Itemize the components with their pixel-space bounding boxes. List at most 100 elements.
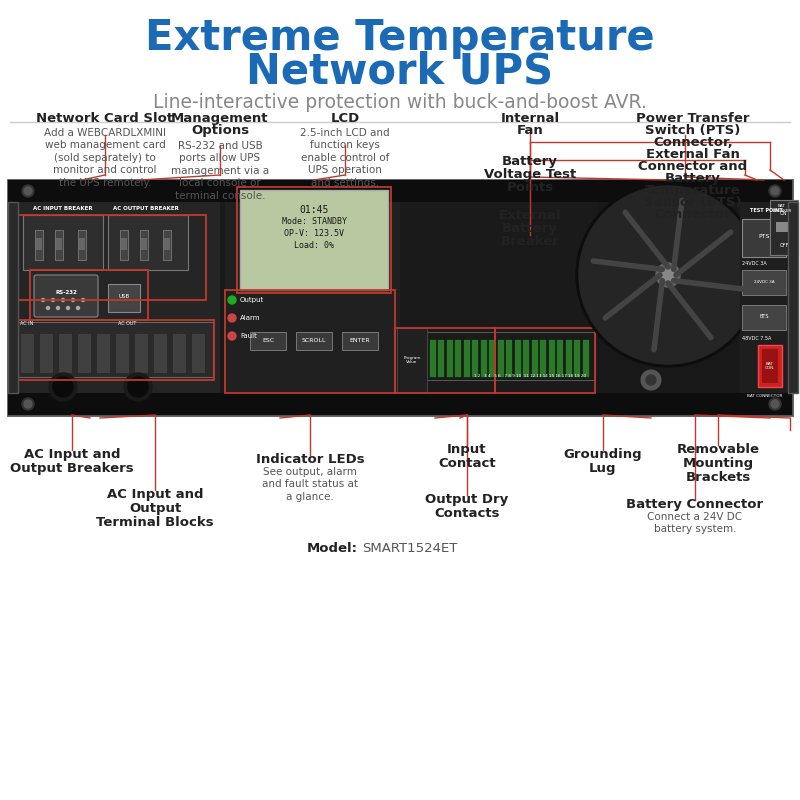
Text: AC INPUT BREAKER: AC INPUT BREAKER bbox=[33, 206, 93, 211]
Text: OFF: OFF bbox=[779, 243, 789, 248]
Text: Mounting: Mounting bbox=[682, 457, 754, 470]
Text: 48VDC 7.5A: 48VDC 7.5A bbox=[742, 336, 771, 341]
Bar bbox=[598, 202, 738, 393]
Text: Network UPS: Network UPS bbox=[246, 51, 554, 93]
Bar bbox=[395, 328, 495, 393]
Text: Connector and: Connector and bbox=[638, 160, 747, 173]
Bar bbox=[164, 238, 170, 250]
Text: Model:: Model: bbox=[307, 542, 358, 554]
Bar bbox=[163, 230, 171, 260]
Text: PTS: PTS bbox=[758, 234, 770, 239]
Bar bbox=[23, 215, 103, 270]
Circle shape bbox=[66, 306, 70, 310]
Bar bbox=[78, 230, 86, 260]
Bar bbox=[225, 290, 395, 393]
Text: ESC: ESC bbox=[262, 338, 274, 343]
Circle shape bbox=[53, 377, 73, 397]
Text: 24VDC 3A: 24VDC 3A bbox=[754, 280, 774, 284]
Bar bbox=[140, 230, 148, 260]
Bar bbox=[115, 333, 129, 373]
Bar bbox=[240, 190, 388, 290]
Text: Lug: Lug bbox=[590, 462, 617, 475]
Bar bbox=[471, 339, 478, 377]
Text: AC OUTPUT BREAKER: AC OUTPUT BREAKER bbox=[113, 206, 179, 211]
Bar bbox=[547, 339, 554, 377]
Bar bbox=[479, 339, 486, 377]
Text: Connect a 24V DC
battery system.: Connect a 24V DC battery system. bbox=[647, 512, 742, 534]
Bar bbox=[153, 333, 167, 373]
Bar bbox=[172, 333, 186, 373]
Circle shape bbox=[22, 398, 34, 410]
Text: Contacts: Contacts bbox=[434, 507, 500, 520]
Circle shape bbox=[753, 221, 761, 229]
Bar bbox=[8, 180, 792, 415]
Bar bbox=[296, 332, 332, 350]
Bar bbox=[582, 339, 589, 377]
Bar bbox=[495, 328, 595, 393]
Text: Connector,: Connector, bbox=[653, 136, 733, 149]
Bar bbox=[79, 238, 85, 250]
Text: SMART1524ET: SMART1524ET bbox=[362, 542, 458, 554]
Circle shape bbox=[771, 400, 779, 408]
Text: OP-V: 123.5V: OP-V: 123.5V bbox=[284, 229, 344, 238]
Text: Points: Points bbox=[506, 181, 554, 194]
Text: BAT
CON.: BAT CON. bbox=[765, 362, 775, 370]
Circle shape bbox=[769, 398, 781, 410]
Bar bbox=[108, 284, 140, 312]
Bar bbox=[488, 339, 495, 377]
Circle shape bbox=[656, 263, 680, 287]
Text: AC Input and: AC Input and bbox=[24, 448, 120, 461]
Text: Indicator LEDs: Indicator LEDs bbox=[256, 453, 364, 466]
Text: Sensor (BTS): Sensor (BTS) bbox=[644, 196, 742, 209]
Bar bbox=[141, 238, 147, 250]
Circle shape bbox=[57, 306, 59, 310]
Circle shape bbox=[576, 183, 760, 367]
Text: Load: 0%: Load: 0% bbox=[294, 241, 334, 250]
Bar bbox=[8, 393, 792, 415]
Bar bbox=[788, 202, 798, 393]
Bar bbox=[539, 339, 546, 377]
Bar bbox=[429, 339, 435, 377]
Text: AC IN: AC IN bbox=[20, 321, 34, 326]
Bar bbox=[250, 332, 286, 350]
Text: Network Card Slot: Network Card Slot bbox=[37, 112, 174, 125]
Bar bbox=[108, 215, 188, 270]
Text: RS-232 and USB
ports allow UPS
management via a
local console or
terminal consol: RS-232 and USB ports allow UPS managemen… bbox=[171, 141, 269, 201]
Text: Temperature: Temperature bbox=[645, 184, 741, 197]
Circle shape bbox=[124, 373, 152, 401]
Text: BAT
BREAKER: BAT BREAKER bbox=[772, 204, 792, 213]
Bar bbox=[120, 230, 128, 260]
Circle shape bbox=[51, 298, 54, 302]
Text: Line-interactive protection with buck-and-boost AVR.: Line-interactive protection with buck-an… bbox=[153, 94, 647, 113]
Text: Voltage Test: Voltage Test bbox=[484, 168, 576, 181]
Text: ENTER: ENTER bbox=[350, 338, 370, 343]
Bar bbox=[497, 339, 503, 377]
Circle shape bbox=[646, 375, 656, 385]
Bar bbox=[420, 339, 427, 377]
Bar bbox=[77, 333, 91, 373]
Text: USB: USB bbox=[118, 294, 130, 299]
Text: Connector: Connector bbox=[654, 208, 731, 221]
Bar bbox=[39, 333, 53, 373]
Text: Program
Value: Program Value bbox=[403, 356, 421, 364]
Bar bbox=[134, 333, 148, 373]
Text: AC Input and: AC Input and bbox=[106, 488, 203, 501]
Text: Extreme Temperature: Extreme Temperature bbox=[145, 17, 655, 59]
Circle shape bbox=[62, 298, 65, 302]
Bar bbox=[454, 339, 461, 377]
Bar bbox=[18, 322, 213, 377]
Text: See output, alarm
and fault status at
a glance.: See output, alarm and fault status at a … bbox=[262, 467, 358, 502]
Text: Internal: Internal bbox=[501, 112, 559, 125]
Text: Grounding: Grounding bbox=[564, 448, 642, 461]
Text: Battery: Battery bbox=[502, 222, 558, 235]
Text: Mode: STANDBY: Mode: STANDBY bbox=[282, 217, 346, 226]
Bar bbox=[762, 349, 778, 383]
Text: Fan: Fan bbox=[517, 124, 543, 137]
Bar bbox=[225, 202, 400, 393]
Bar bbox=[55, 230, 63, 260]
Bar bbox=[16, 320, 214, 380]
Text: Battery: Battery bbox=[665, 172, 721, 185]
Circle shape bbox=[42, 298, 45, 302]
Text: RS-232: RS-232 bbox=[55, 290, 77, 295]
Text: Alarm: Alarm bbox=[240, 315, 261, 321]
